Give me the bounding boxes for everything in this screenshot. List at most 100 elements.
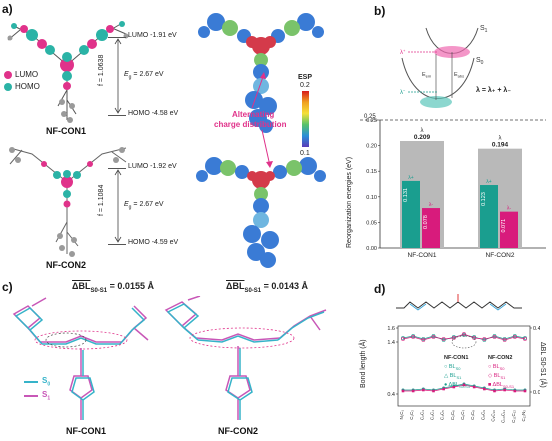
- con1-delta-value: = 0.0155 Å: [109, 281, 154, 291]
- nf-con1-eg-eq: =: [131, 71, 140, 78]
- d-legend-sub-3: S0: [499, 366, 505, 372]
- nf-con2-f: f = 1.1084: [98, 184, 105, 216]
- b-bar-plus-symbol-1: λ+: [486, 179, 492, 185]
- b-ytick-label-4: 0.20: [366, 144, 377, 150]
- esp-title: ESP: [298, 74, 313, 81]
- lumo-legend: LUMO: [4, 70, 38, 79]
- panel-c: c) ΔBLS0-S1 = 0.0155 Å ΔBLS0-S1 = 0.0143…: [0, 278, 338, 441]
- d-legend-con2-bl-s1: ◇ BLS1: [488, 373, 506, 381]
- nf-con1-homo: HOMO -4.58 eV: [128, 110, 179, 117]
- d-point-con2-bl-3: [431, 335, 436, 339]
- lambda-minus-label: λ−: [400, 88, 406, 96]
- d-xtick-label-8: C₈C₉: [480, 410, 485, 420]
- b-ytick-label-0: 0.00: [366, 246, 377, 252]
- d-point-con2-delta-10: [503, 388, 506, 392]
- s0-curve-label: S0: [476, 57, 484, 66]
- b-bar-total-symbol-1: λ: [499, 136, 502, 142]
- b-category-1: NF-CON2: [486, 252, 515, 259]
- d-ytick-right-label-0: 0.4: [533, 326, 540, 332]
- nf-con1-label: NF-CON1: [46, 126, 86, 136]
- nf-con2-lumo: LUMO -1.92 eV: [128, 163, 177, 170]
- d-legend-sub-4: S1: [500, 375, 506, 381]
- d-xtick-label-2: C₂C₃: [419, 410, 424, 420]
- d-point-con2-bl-4: [441, 337, 446, 341]
- lambda-equation: λ = λ₊ + λ₋: [476, 86, 511, 94]
- d-point-con2-delta-6: [462, 383, 466, 387]
- d-xtick-label-4: C₄C₅: [440, 410, 445, 420]
- eem-sub: em: [426, 74, 432, 79]
- d-legend-sub-1: S1: [456, 375, 462, 381]
- nf-con1-f: f = 1.0638: [98, 54, 105, 86]
- d-xtick-label-6: C₆C₇: [460, 410, 465, 420]
- d-xtick-label-3: C₃C₄: [430, 410, 435, 420]
- charge-annotation-line2: charge distribution: [214, 120, 287, 129]
- esp-min: 0.1: [300, 150, 310, 157]
- d-point-con2-bl-0: [401, 337, 405, 341]
- d-line-con2-bl: [402, 333, 526, 341]
- panel-d-label: d): [374, 282, 386, 296]
- bond-length-chart: 1.6 1.4 0.4 0.4 0.0 N₁C₁ C₁C₂ C₂C₃ C₃C₄ C₄C₅ C₅C₆ C…: [387, 325, 540, 423]
- legend-s0-line: [24, 381, 38, 383]
- d-point-con2-delta-12: [523, 389, 527, 393]
- d-xtick-label-11: C₁₁C₁₂: [511, 410, 516, 423]
- b-bar-minus-symbol-1: λ-: [507, 206, 512, 212]
- d-point-con2-delta-1: [411, 389, 415, 393]
- b-bar-plus-0: [402, 180, 420, 248]
- d-point-con2-delta-0: [401, 389, 405, 393]
- esp-max: 0.2: [300, 82, 310, 89]
- con1-delta-sub: S0-S1: [90, 287, 108, 294]
- nf-con2-homo-level: [108, 244, 126, 245]
- d-xtick-label-5: C₅C₆: [450, 410, 455, 420]
- d-point-con2-bl-8: [482, 337, 487, 341]
- d-line-con1-bl: [402, 334, 526, 341]
- b-ytick-label-1: 0.05: [366, 220, 377, 226]
- con2-delta-value: = 0.0143 Å: [263, 281, 308, 291]
- d-point-con2-bl-9: [492, 335, 497, 339]
- con1-overlay-structure: [12, 297, 149, 420]
- d-xtick-label-0: N₁C₁: [399, 410, 404, 420]
- d-frame: [397, 325, 531, 407]
- con2-delta-bl: ΔBLS0-S1 = 0.0143 Å: [226, 281, 308, 294]
- eem-symbol: E: [422, 72, 426, 78]
- d-legend-sub-0: S0: [455, 366, 461, 372]
- d-point-con2-delta-4: [442, 387, 445, 391]
- panel-a-label: a): [2, 2, 13, 16]
- nf-con2-eg-eq: =: [131, 201, 140, 208]
- d-point-con2-delta-8: [483, 387, 486, 391]
- d-legend-con2-bl-s0: ○ BLS0: [488, 364, 505, 372]
- d-ylabel-left: Bond length (Å): [360, 339, 367, 388]
- d-legend-item-2: ΔBL: [448, 382, 459, 388]
- d-point-con2-delta-5: [452, 385, 456, 389]
- b-bar-minus-0: [422, 208, 440, 248]
- d-point-con2-bl-11: [512, 335, 517, 339]
- d-point-con2-delta-2: [422, 388, 425, 392]
- nf-con2-eg-value: 2.67 eV: [139, 201, 164, 208]
- d-ylabel-right: ΔBL S0-S1 (Å): [539, 342, 546, 388]
- s1-symbol: S: [480, 25, 485, 32]
- panel-c-con1-label: NF-CON1: [66, 426, 106, 436]
- d-point-con2-bl-6: [462, 332, 466, 336]
- d-point-con2-delta-11: [513, 389, 517, 393]
- d-legend-sub-5: S0-S1: [502, 384, 515, 390]
- b-bar-total-label-0: 0.209: [414, 134, 431, 141]
- b-bar-plus-symbol-0: λ+: [408, 175, 414, 181]
- d-legend-item-5: ΔBL: [492, 382, 503, 388]
- d-point-con2-delta-7: [472, 385, 476, 389]
- d-legend-title-1: NF-CON1: [444, 355, 469, 361]
- nf-con2-homo: HOMO -4.59 eV: [128, 239, 179, 246]
- eabs-sub: abs: [458, 74, 464, 79]
- legend-s1-line: [24, 395, 38, 397]
- charge-annotation-line1: Alternating: [232, 110, 275, 119]
- lambda-minus-symbol: λ: [400, 90, 403, 96]
- b-bar-plus-label-0: 0.131: [403, 188, 409, 202]
- homo-legend-label: HOMO: [15, 82, 40, 91]
- reorganization-bar-chart: 0.250.000.050.100.150.200.25λ0.2090.1310…: [360, 114, 546, 259]
- nf-con2-lumo-level: [108, 168, 126, 169]
- b-bar-minus-symbol-0: λ-: [429, 202, 434, 208]
- con1-delta-symbol: ΔBL: [72, 281, 91, 291]
- d-legend-item-1: BL: [449, 373, 457, 379]
- eabs-symbol: E: [454, 72, 458, 78]
- s0-symbol: S: [476, 57, 481, 64]
- legend-s1-symbol: S: [42, 390, 48, 399]
- lambda-plus-label: λ+: [400, 48, 406, 56]
